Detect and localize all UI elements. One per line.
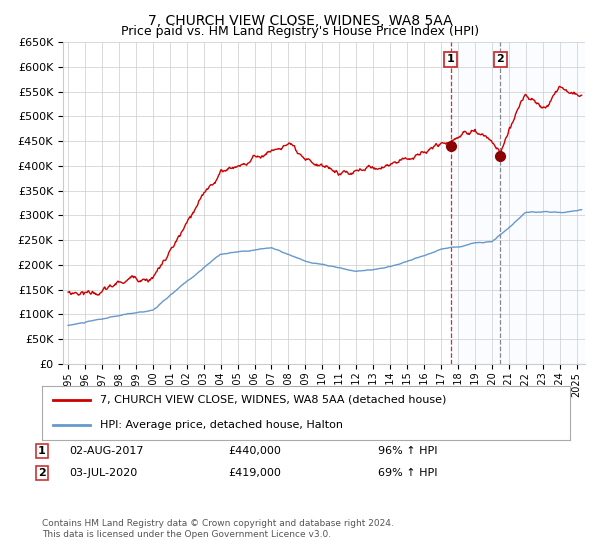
Bar: [451, 42, 585, 364]
Text: 1: 1: [38, 446, 46, 456]
Text: 2: 2: [496, 54, 504, 64]
Text: HPI: Average price, detached house, Halton: HPI: Average price, detached house, Halt…: [100, 419, 343, 430]
Text: 96% ↑ HPI: 96% ↑ HPI: [378, 446, 437, 456]
Text: 7, CHURCH VIEW CLOSE, WIDNES, WA8 5AA (detached house): 7, CHURCH VIEW CLOSE, WIDNES, WA8 5AA (d…: [100, 395, 446, 405]
Text: 1: 1: [447, 54, 455, 64]
Text: 7, CHURCH VIEW CLOSE, WIDNES, WA8 5AA: 7, CHURCH VIEW CLOSE, WIDNES, WA8 5AA: [148, 14, 452, 28]
Text: 69% ↑ HPI: 69% ↑ HPI: [378, 468, 437, 478]
Text: 03-JUL-2020: 03-JUL-2020: [69, 468, 137, 478]
Text: 2: 2: [38, 468, 46, 478]
Text: 02-AUG-2017: 02-AUG-2017: [69, 446, 143, 456]
Text: £419,000: £419,000: [228, 468, 281, 478]
Text: Contains HM Land Registry data © Crown copyright and database right 2024.
This d: Contains HM Land Registry data © Crown c…: [42, 520, 394, 539]
Text: £440,000: £440,000: [228, 446, 281, 456]
Text: Price paid vs. HM Land Registry's House Price Index (HPI): Price paid vs. HM Land Registry's House …: [121, 25, 479, 38]
